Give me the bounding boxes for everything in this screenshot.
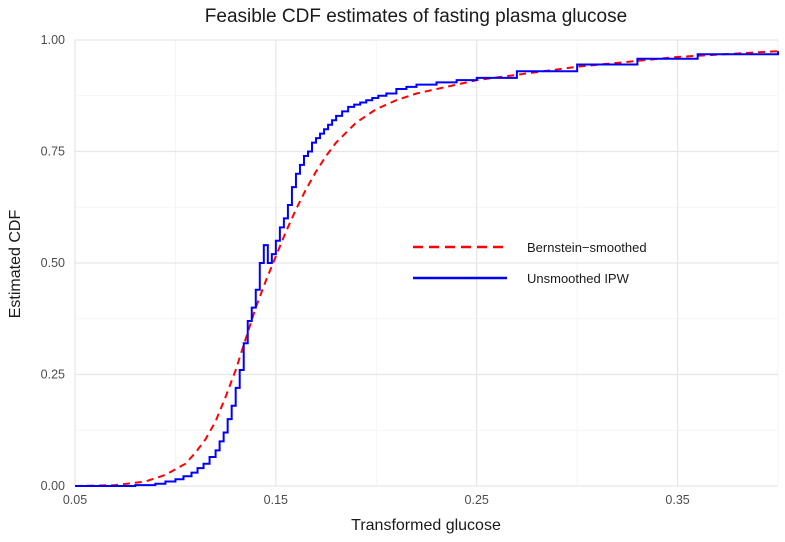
x-tick-label: 0.25 [465, 493, 489, 507]
legend-label-2: Unsmoothed IPW [527, 271, 630, 286]
y-axis-label: Estimated CDF [7, 210, 24, 319]
y-tick-label: 1.00 [41, 33, 65, 47]
axis-ticks: 0.05 0.15 0.25 0.35 0.00 0.25 0.50 0.75 1.00 [41, 33, 690, 507]
grid [74, 39, 779, 487]
x-tick-label: 0.15 [264, 493, 288, 507]
legend-label-1: Bernstein−smoothed [527, 240, 647, 255]
x-axis-label: Transformed glucose [351, 517, 501, 534]
legend: Bernstein−smoothed Unsmoothed IPW [413, 240, 647, 286]
x-tick-label: 0.35 [665, 493, 689, 507]
x-tick-label: 0.05 [63, 493, 87, 507]
chart-title: Feasible CDF estimates of fasting plasma… [205, 6, 627, 27]
y-tick-label: 0.50 [41, 256, 65, 270]
series-line-1 [74, 50, 779, 487]
y-tick-label: 0.00 [41, 479, 65, 493]
y-tick-label: 0.75 [41, 145, 65, 159]
y-tick-label: 0.25 [41, 368, 65, 382]
series-line-2 [75, 51, 779, 487]
series-lines [74, 50, 779, 487]
